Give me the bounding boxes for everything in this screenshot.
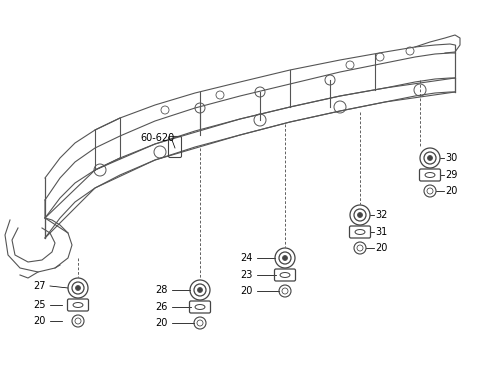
- Circle shape: [428, 156, 432, 160]
- Text: 24: 24: [240, 253, 252, 263]
- Text: 60-620: 60-620: [140, 133, 174, 143]
- Text: 28: 28: [155, 285, 168, 295]
- Text: 20: 20: [240, 286, 252, 296]
- Text: 20: 20: [33, 316, 46, 326]
- Circle shape: [75, 285, 81, 291]
- Text: 26: 26: [155, 302, 168, 312]
- Circle shape: [197, 288, 203, 292]
- Text: 29: 29: [445, 170, 457, 180]
- Text: 32: 32: [375, 210, 387, 220]
- Text: 31: 31: [375, 227, 387, 237]
- Circle shape: [358, 213, 362, 217]
- Text: 20: 20: [155, 318, 168, 328]
- Text: 25: 25: [33, 300, 46, 310]
- Text: 30: 30: [445, 153, 457, 163]
- Text: 20: 20: [375, 243, 387, 253]
- Text: 27: 27: [33, 281, 46, 291]
- Circle shape: [283, 256, 288, 260]
- Text: 20: 20: [445, 186, 457, 196]
- Text: 23: 23: [240, 270, 252, 280]
